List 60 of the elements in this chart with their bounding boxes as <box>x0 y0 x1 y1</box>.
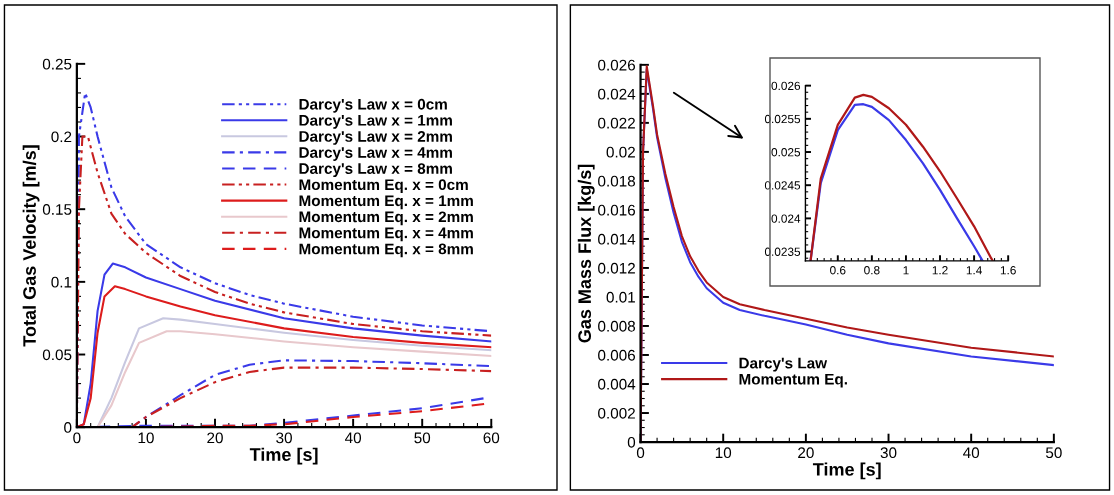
x-tick-label: 40 <box>963 447 980 459</box>
x-tick-label: 1.6 <box>1000 266 1016 275</box>
legend-label: Momentum Eq. x = 4mm <box>299 227 473 242</box>
legend-label: Momentum Eq. x = 1mm <box>299 195 473 210</box>
legend-label: Momentum Eq. x = 2mm <box>299 211 473 226</box>
y-axis-title: Gas Mass Flux [kg/s] <box>577 164 595 343</box>
x-axis-title: Time [s] <box>249 447 318 465</box>
y-tick-label: 0.006 <box>598 349 636 361</box>
x-tick-label: 1.2 <box>932 266 948 275</box>
legend-label: Darcy's Law x = 4mm <box>299 147 452 161</box>
y-tick-label: 0.012 <box>598 262 635 274</box>
y-tick-label: 0.026 <box>771 81 801 91</box>
legend-label: Darcy's Law x = 2mm <box>299 131 452 145</box>
legend-label: Darcy's Law x = 1mm <box>299 115 452 129</box>
x-tick-label: 10 <box>715 447 732 459</box>
y-tick-label: 0.0235 <box>764 247 801 256</box>
legend-label: Darcy's Law <box>739 357 828 372</box>
x-tick-label: 30 <box>276 432 292 444</box>
y-tick-label: 0.014 <box>598 233 636 245</box>
y-tick-label: 0.0245 <box>764 181 801 190</box>
y-tick-label: 0.018 <box>598 175 636 187</box>
legend-label: Momentum Eq. <box>739 373 847 388</box>
y-tick-label: 0.1 <box>51 276 72 288</box>
y-tick-label: 0.025 <box>771 148 801 157</box>
y-tick-label: 0.024 <box>771 214 801 223</box>
y-tick-label: 0.01 <box>606 291 635 303</box>
x-tick-label: 20 <box>798 447 814 459</box>
x-tick-label: 0 <box>73 432 81 444</box>
x-tick-label: 30 <box>880 447 897 459</box>
x-tick-label: 0.8 <box>864 266 880 275</box>
y-tick-label: 0.0255 <box>764 114 801 124</box>
y-tick-label: 0 <box>64 422 72 433</box>
y-tick-label: 0.15 <box>42 204 72 215</box>
y-axis-title: Total Gas Velocity [m/s] <box>22 145 40 347</box>
x-tick-label: 40 <box>344 432 362 444</box>
y-tick-label: 0.024 <box>598 88 636 100</box>
x-tick-label: 50 <box>1045 447 1062 459</box>
x-tick-label: 50 <box>414 432 431 444</box>
y-tick-label: 0.2 <box>51 131 72 143</box>
y-tick-label: 0.25 <box>42 58 72 70</box>
x-tick-label: 60 <box>483 432 500 444</box>
legend-label: Darcy's Law x = 8mm <box>299 163 452 177</box>
y-tick-label: 0.008 <box>598 320 636 332</box>
y-tick-label: 0.026 <box>598 59 636 71</box>
y-tick-label: 0.02 <box>606 146 635 158</box>
x-tick-label: 20 <box>207 432 223 444</box>
legend-label: Momentum Eq. x = 0cm <box>299 179 468 194</box>
y-tick-label: 0.004 <box>598 378 636 390</box>
x-axis-title: Time [s] <box>812 462 881 480</box>
x-tick-label: 0.6 <box>830 266 846 275</box>
x-tick-label: 1 <box>903 266 909 275</box>
x-tick-label: 10 <box>138 432 154 444</box>
y-tick-label: 0.002 <box>598 407 635 419</box>
y-tick-label: 0.022 <box>598 117 635 129</box>
legend-label: Darcy's Law x = 0cm <box>299 98 447 113</box>
x-tick-label: 0 <box>636 447 645 459</box>
x-tick-label: 1.4 <box>966 266 982 275</box>
y-tick-label: 0.05 <box>42 349 72 361</box>
legend-label: Momentum Eq. x = 8mm <box>299 243 473 258</box>
y-tick-label: 0.016 <box>598 204 636 216</box>
